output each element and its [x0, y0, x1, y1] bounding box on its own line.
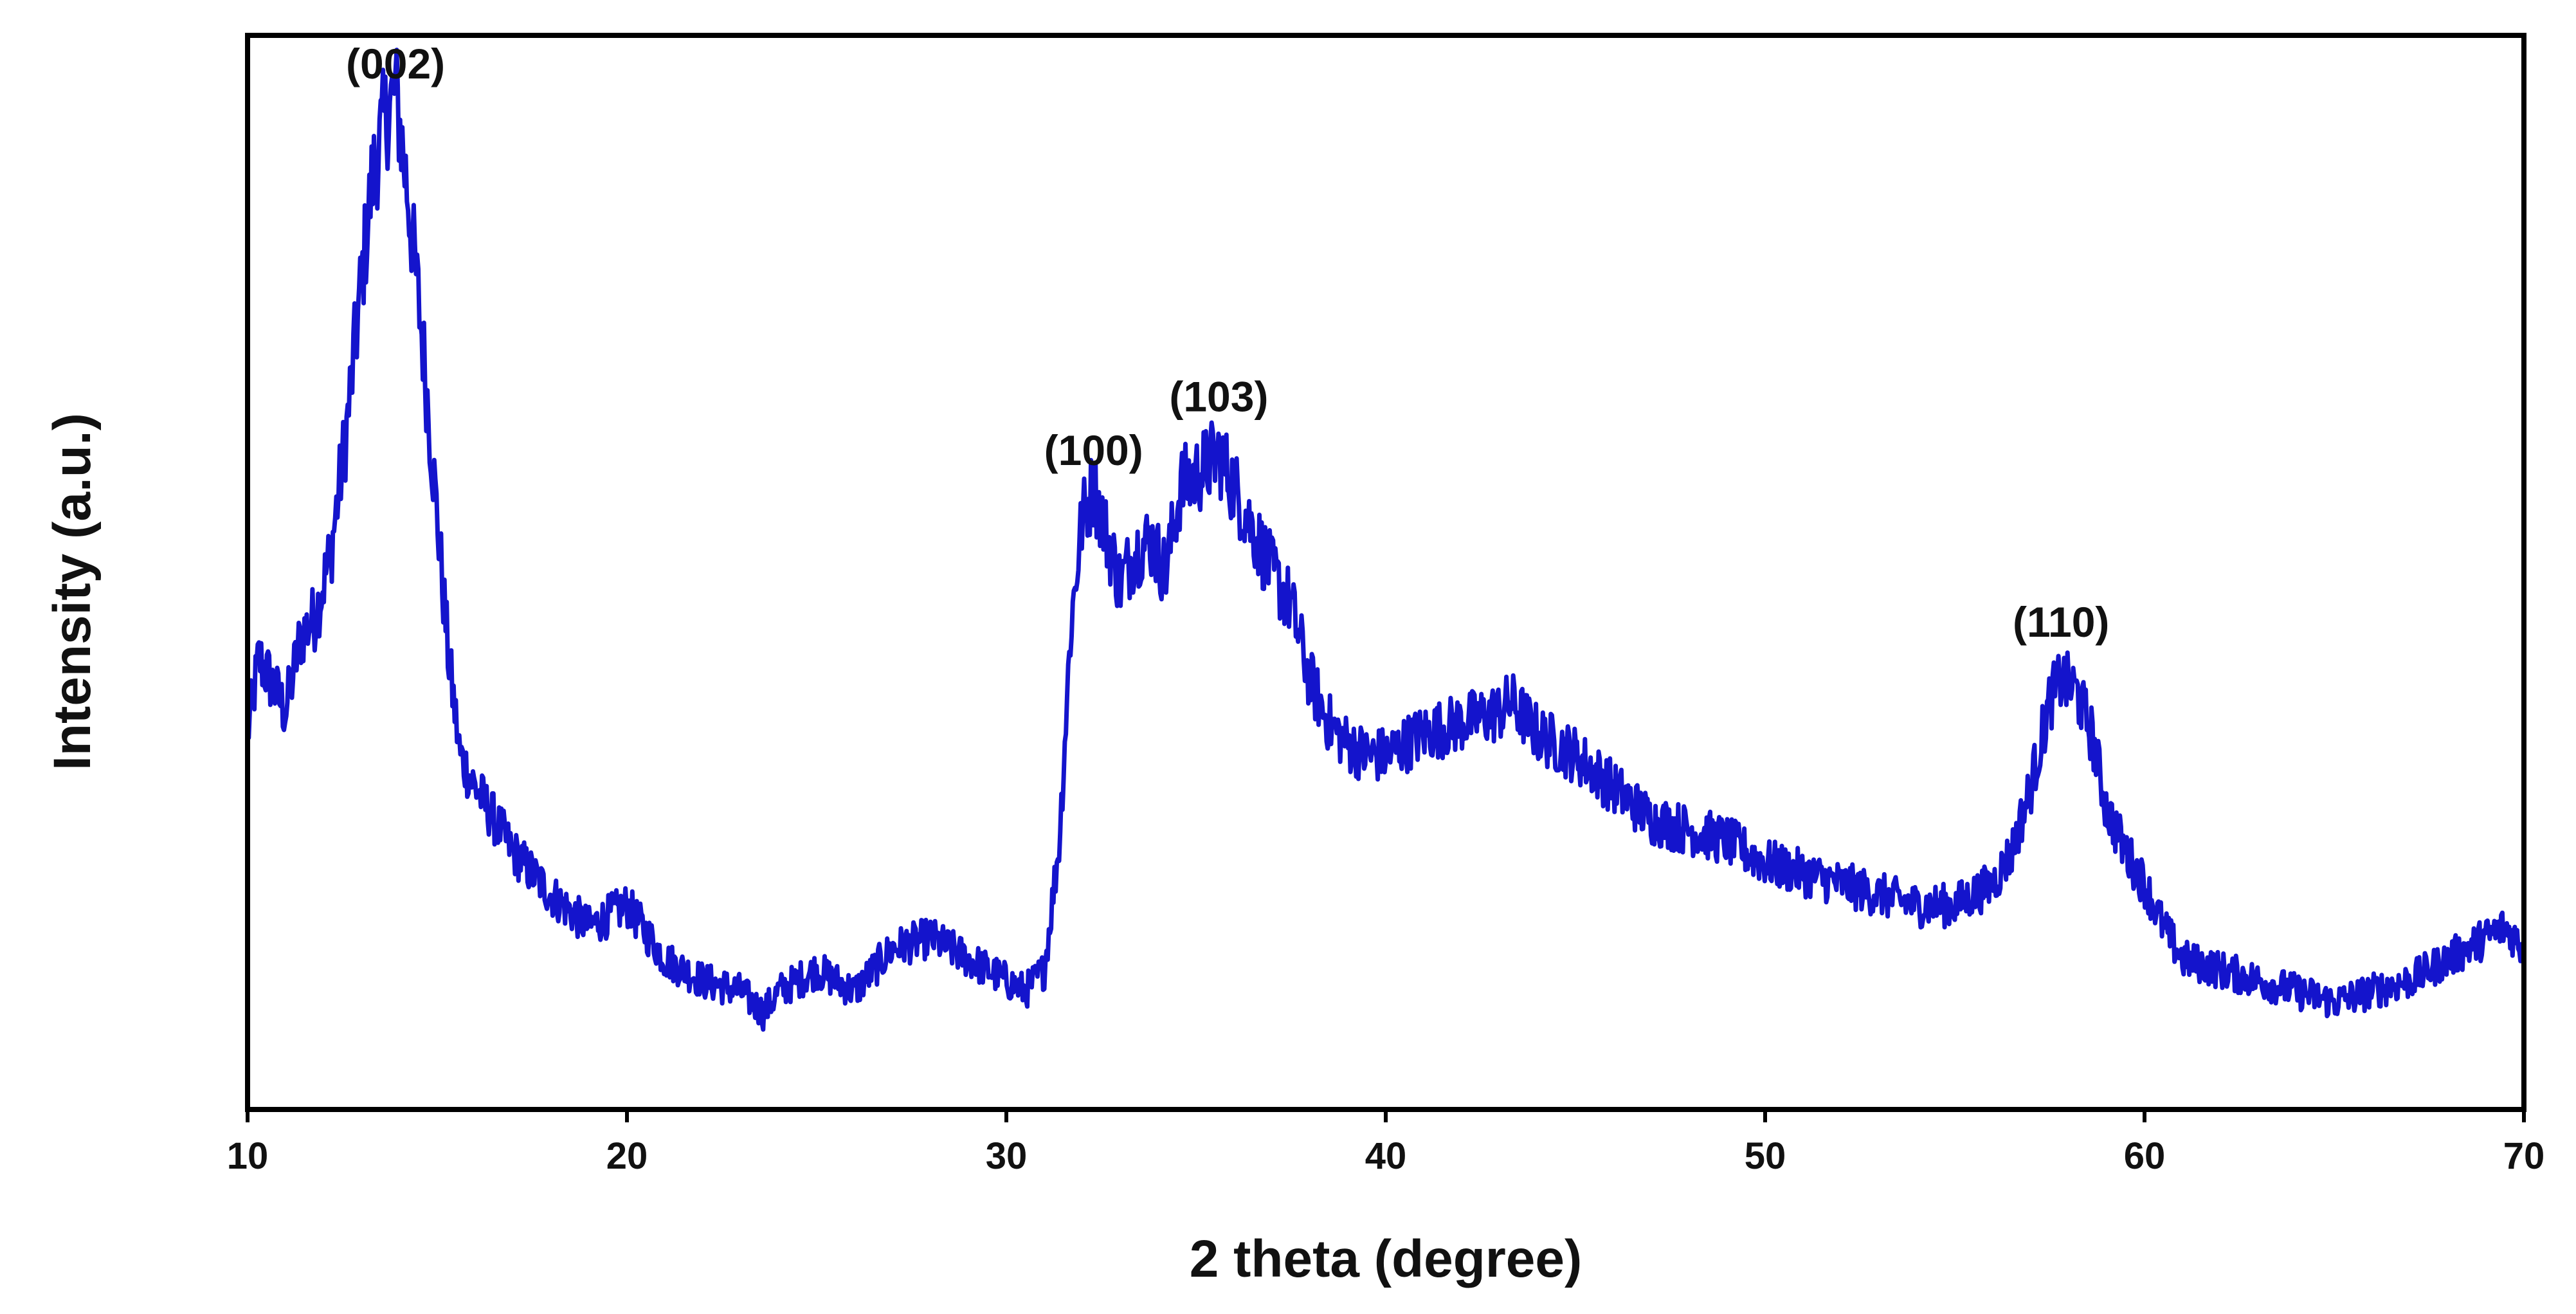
x-tick-label: 40 [1365, 1135, 1407, 1177]
x-tick-label: 60 [2124, 1135, 2166, 1177]
peak-label: (103) [1169, 373, 1268, 421]
y-axis-title: Intensity (a.u.) [43, 413, 102, 771]
x-axis-title: 2 theta (degree) [1190, 1230, 1583, 1288]
x-tick-label: 70 [2503, 1135, 2545, 1177]
series-layer [245, 48, 2526, 1032]
x-axis: 10 20 30 40 50 60 70 [227, 1109, 2545, 1177]
x-tick-label: 50 [1745, 1135, 1786, 1177]
peak-label: (100) [1044, 426, 1143, 474]
peak-label: (110) [2013, 598, 2109, 646]
x-tick-label: 30 [986, 1135, 1028, 1177]
x-tick-label: 20 [606, 1135, 648, 1177]
peak-annotations: (002) (100) (103) (110) [346, 40, 2109, 646]
x-tick-label: 10 [227, 1135, 269, 1177]
xrd-pattern-line [245, 48, 2526, 1032]
peak-label: (002) [346, 40, 445, 87]
